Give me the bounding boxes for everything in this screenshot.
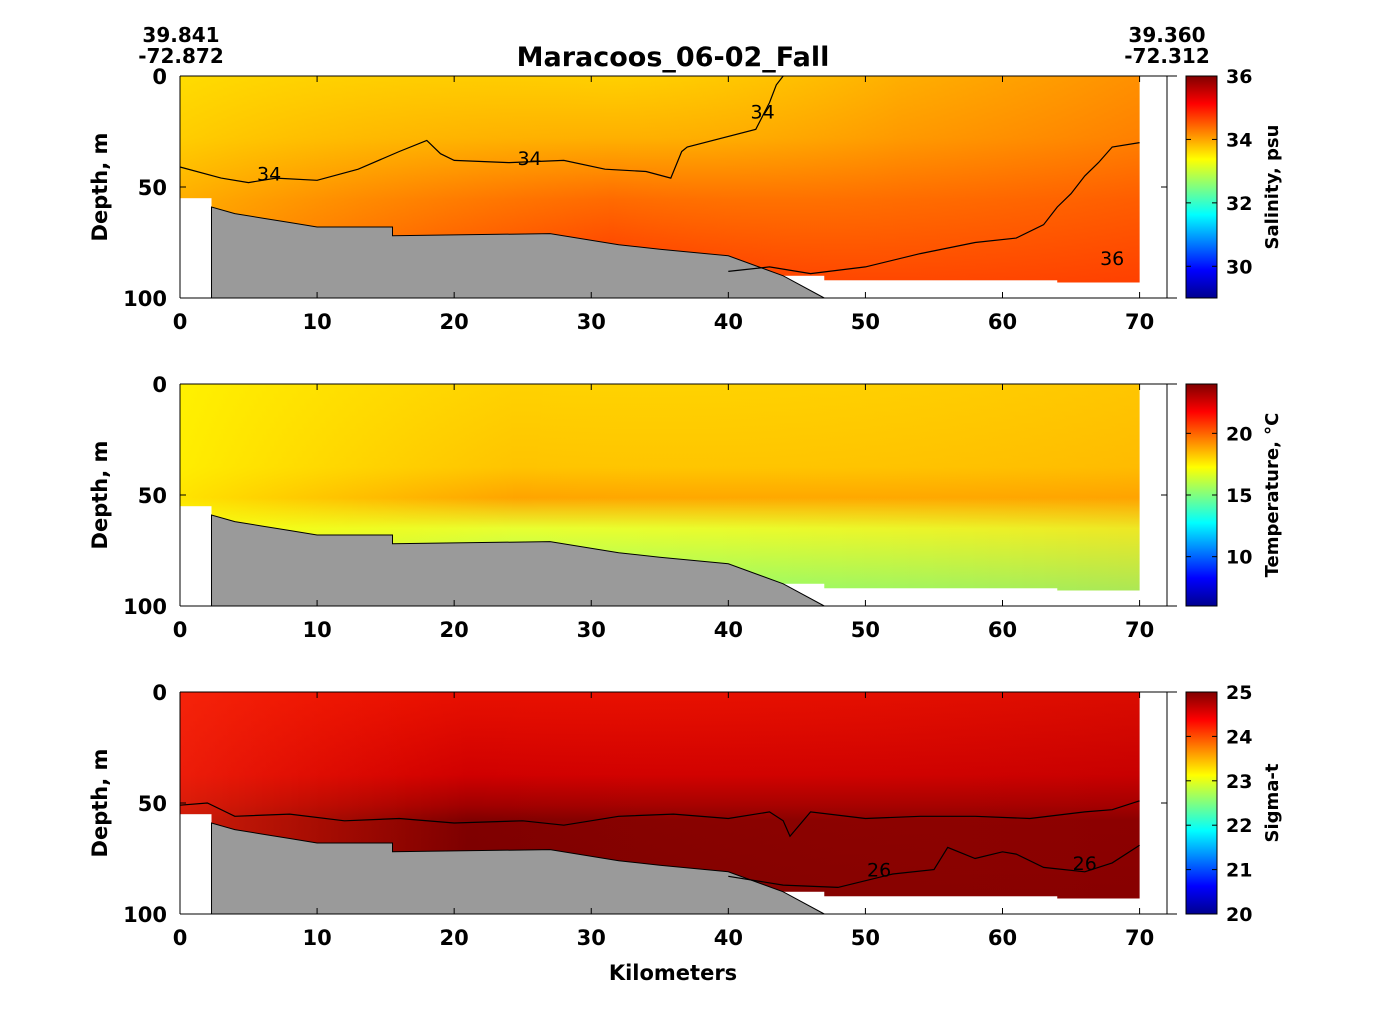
colorbar-label: Salinity, psu	[1262, 125, 1283, 250]
colorbar-label: Temperature, °C	[1262, 413, 1283, 578]
colorbar-tick-label: 20	[1226, 423, 1252, 445]
bathymetry	[210, 206, 825, 299]
y-tick-label: 50	[138, 176, 167, 200]
x-tick-label: 50	[851, 618, 880, 642]
x-tick-label: 20	[440, 310, 469, 334]
x-tick-label: 30	[577, 618, 606, 642]
x-tick-label: 40	[714, 926, 743, 950]
x-tick-label: 10	[302, 618, 331, 642]
temperature-field-shading	[180, 384, 1140, 591]
contour-line-36	[728, 142, 1140, 275]
x-tick-label: 10	[302, 926, 331, 950]
x-tick-label: 0	[173, 926, 188, 950]
colorbar	[1185, 75, 1218, 299]
x-tick-label: 50	[851, 310, 880, 334]
x-tick-label: 0	[173, 618, 188, 642]
contour-line-26	[179, 800, 1140, 838]
end-lat: 39.360	[1128, 23, 1205, 47]
y-tick-label: 0	[152, 65, 167, 89]
start-lon: -72.872	[138, 44, 223, 68]
y-axis-label: Depth, m	[88, 133, 112, 242]
x-tick-label: 20	[440, 618, 469, 642]
y-tick-label: 0	[152, 373, 167, 397]
contour-label: 34	[257, 164, 281, 186]
y-tick-label: 100	[123, 287, 167, 311]
x-tick-label: 50	[851, 926, 880, 950]
contour-label: 26	[867, 860, 891, 882]
colorbar-tick-label: 30	[1226, 256, 1252, 278]
y-axis-label: Depth, m	[88, 441, 112, 550]
y-tick-label: 100	[123, 903, 167, 927]
colorbar	[1185, 691, 1218, 915]
bathymetry	[210, 514, 825, 607]
contour-label: 34	[751, 102, 775, 124]
contour-label: 36	[1100, 248, 1124, 270]
x-tick-label: 30	[577, 926, 606, 950]
x-tick-label: 70	[1125, 926, 1154, 950]
y-axis-label: Depth, m	[88, 749, 112, 858]
salinity-field-shading	[180, 76, 1140, 283]
colorbar-tick-label: 32	[1226, 193, 1252, 215]
x-tick-label: 70	[1125, 618, 1154, 642]
x-tick-label: 70	[1125, 310, 1154, 334]
contour-label: 34	[517, 148, 541, 170]
x-tick-label: 40	[714, 618, 743, 642]
colorbar-tick-label: 36	[1226, 66, 1252, 88]
sigma-t-field-shading	[180, 692, 1140, 899]
colorbar-tick-label: 15	[1226, 485, 1252, 507]
colorbar-label: Sigma-t	[1262, 763, 1283, 842]
x-tick-label: 30	[577, 310, 606, 334]
colorbar-tick-label: 23	[1226, 771, 1252, 793]
x-tick-label: 10	[302, 310, 331, 334]
x-tick-label: 60	[988, 310, 1017, 334]
bathymetry	[210, 822, 825, 915]
end-lon: -72.312	[1124, 44, 1209, 68]
panel-temperature: 0 10 20 30 40 50 60 70 0 50 100 Depth, m 10 15 20 Tempe…	[88, 373, 1283, 642]
x-tick-label: 0	[173, 310, 188, 334]
contour-line-26	[728, 844, 1140, 889]
y-tick-label: 100	[123, 595, 167, 619]
panel-salinity: 34 34 34 36 0 10 20 30 40 50 60 70 0 50 100 Depth, m 30 3…	[88, 65, 1283, 334]
x-tick-label: 60	[988, 926, 1017, 950]
colorbar-tick-label: 24	[1226, 726, 1252, 748]
contour-line-34	[179, 75, 784, 184]
contour-label: 26	[1073, 853, 1097, 875]
colorbar-tick-label: 10	[1226, 547, 1252, 569]
start-lat: 39.841	[142, 23, 219, 47]
y-tick-label: 50	[138, 792, 167, 816]
x-tick-label: 40	[714, 310, 743, 334]
y-tick-label: 50	[138, 484, 167, 508]
colorbar-tick-label: 20	[1226, 904, 1252, 926]
colorbar-tick-label: 22	[1226, 815, 1252, 837]
x-axis-label: Kilometers	[609, 961, 737, 985]
colorbar	[1185, 383, 1218, 607]
panel-sigma-t: 26 26 0 10 20 30 40 50 60 70 0 50 100 Depth, m 20 21 22 2…	[88, 681, 1283, 950]
y-tick-label: 0	[152, 681, 167, 705]
chart-title: Maracoos_06-02_Fall	[517, 42, 830, 73]
colorbar-tick-label: 21	[1226, 860, 1252, 882]
x-tick-label: 60	[988, 618, 1017, 642]
colorbar-tick-label: 25	[1226, 682, 1252, 704]
colorbar-tick-label: 34	[1226, 129, 1252, 151]
x-tick-label: 20	[440, 926, 469, 950]
